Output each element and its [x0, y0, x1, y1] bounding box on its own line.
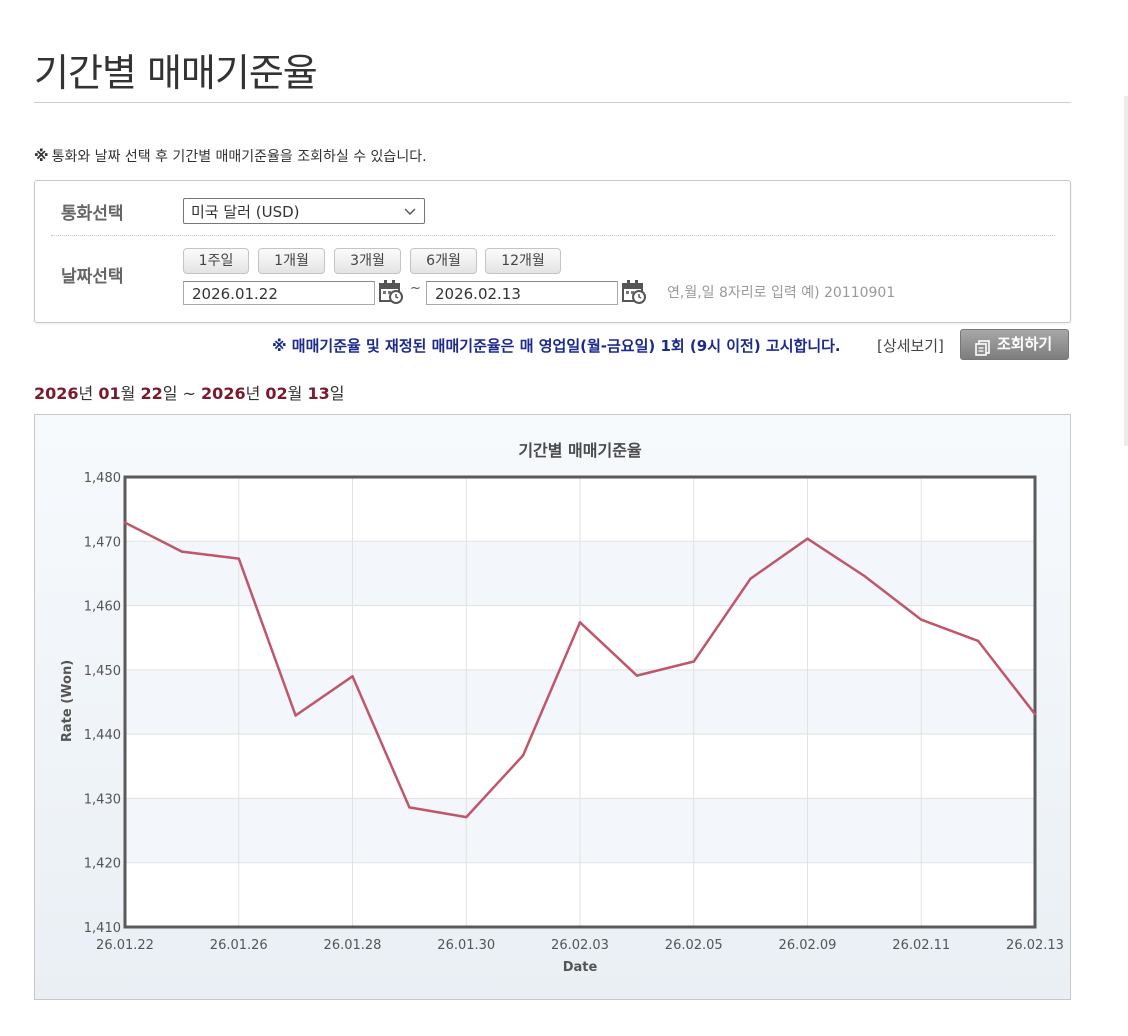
- range-month-unit-2: 월: [287, 384, 303, 403]
- data-point: [806, 537, 809, 540]
- document-icon: [975, 337, 991, 356]
- range-end-month: 02: [265, 384, 288, 403]
- range-start-year: 2026: [34, 384, 79, 403]
- x-tick-label: 26.02.05: [665, 938, 723, 953]
- range-start-month: 01: [98, 384, 121, 403]
- rate-chart: 기간별 매매기준율 Date Rate (Won) 1,410 1,420 1,43…: [60, 441, 1064, 975]
- period-6month-button[interactable]: 6개월: [410, 248, 477, 274]
- x-tick-label: 26.02.03: [551, 938, 609, 953]
- y-tick-label: 1,480: [84, 471, 121, 486]
- y-axis-label: Rate (Won): [60, 660, 75, 742]
- y-tick-label: 1,470: [84, 535, 121, 550]
- detail-link[interactable]: [상세보기]: [877, 337, 944, 355]
- date-format-hint: 연,월,일 8자리로 입력 예) 20110901: [667, 285, 896, 301]
- x-tick-label: 26.01.22: [96, 938, 154, 953]
- data-point: [237, 557, 240, 560]
- range-day-unit: 일: [162, 384, 178, 403]
- date-range-separator: ~: [410, 281, 421, 296]
- data-point: [749, 577, 752, 580]
- chevron-down-icon: [403, 199, 417, 235]
- data-point: [180, 550, 184, 553]
- data-point: [920, 618, 923, 621]
- data-point: [465, 815, 468, 819]
- y-tick-label: 1,430: [84, 792, 121, 807]
- start-calendar-icon[interactable]: [378, 279, 404, 305]
- page-title: 기간별 매매기준율: [34, 51, 318, 95]
- data-point: [976, 639, 980, 643]
- selected-period: 2026년 01월 22일 ~ 2026년 02월 13일: [34, 380, 345, 404]
- x-tick-label: 26.01.26: [210, 938, 268, 953]
- data-point: [863, 574, 866, 578]
- scrollbar[interactable]: [1124, 96, 1128, 446]
- end-calendar-icon[interactable]: [621, 279, 647, 305]
- currency-select-value: 미국 달러 (USD): [191, 203, 300, 221]
- range-year-unit-2: 년: [245, 384, 261, 403]
- currency-select[interactable]: 미국 달러 (USD): [183, 198, 425, 224]
- currency-label: 통화선택: [61, 204, 124, 224]
- range-year-unit: 년: [78, 384, 94, 403]
- x-axis-label: Date: [563, 960, 598, 975]
- query-button-label: 조회하기: [997, 335, 1053, 353]
- data-point: [521, 754, 525, 757]
- x-tick-label: 26.01.28: [324, 938, 382, 953]
- chart-panel: 기간별 매매기준율 Date Rate (Won) 1,410 1,420 1,43…: [34, 414, 1071, 1000]
- x-tick-label: 26.01.30: [437, 938, 495, 953]
- usage-notice: ※ 통화와 날짜 선택 후 기간별 매매기준율을 조회하실 수 있습니다.: [34, 146, 427, 166]
- data-point: [635, 674, 639, 677]
- date-label: 날짜선택: [61, 267, 124, 287]
- data-point: [408, 806, 411, 809]
- start-date-input[interactable]: 2026.01.22: [183, 281, 375, 305]
- period-1month-button[interactable]: 1개월: [258, 248, 325, 274]
- y-tick-label: 1,460: [84, 600, 121, 615]
- period-1week-button[interactable]: 1주일: [183, 248, 249, 274]
- data-point: [294, 714, 297, 717]
- x-tick-label: 26.02.13: [1006, 938, 1064, 953]
- end-date-input[interactable]: 2026.02.13: [426, 281, 618, 305]
- period-12month-button[interactable]: 12개월: [485, 248, 561, 274]
- query-button[interactable]: 조회하기: [960, 329, 1069, 360]
- data-point: [578, 621, 582, 624]
- range-end-day: 13: [307, 384, 330, 403]
- chart-title: 기간별 매매기준율: [518, 441, 642, 460]
- data-point: [692, 660, 695, 663]
- notice-text: 통화와 날짜 선택 후 기간별 매매기준율을 조회하실 수 있습니다.: [51, 149, 427, 165]
- y-tick-label: 1,440: [84, 728, 121, 743]
- search-panel: 통화선택 미국 달러 (USD) 날짜선택 1주일 1개월 3개월 6개월 12…: [34, 180, 1071, 323]
- plot-frame: [123, 475, 1037, 929]
- y-tick-label: 1,410: [84, 921, 121, 936]
- range-month-unit: 월: [120, 384, 136, 403]
- y-tick-label: 1,450: [84, 664, 121, 679]
- x-tick-label: 26.02.11: [892, 938, 950, 953]
- x-tick-label: 26.02.09: [779, 938, 837, 953]
- range-start-day: 22: [140, 384, 163, 403]
- announcement-text: ※ 매매기준율 및 재정된 매매기준율은 매 영업일(월-금요일) 1회 (9시…: [272, 337, 841, 355]
- range-separator: ~: [182, 384, 196, 403]
- y-tick-label: 1,420: [84, 857, 121, 872]
- data-point: [351, 675, 354, 678]
- data-point: [123, 521, 127, 524]
- notice-mark: ※: [34, 147, 49, 165]
- range-day-unit-2: 일: [329, 384, 345, 403]
- row-divider: [51, 235, 1055, 236]
- period-3month-button[interactable]: 3개월: [334, 248, 401, 274]
- range-end-year: 2026: [201, 384, 246, 403]
- title-divider: [34, 102, 1071, 103]
- data-point: [1033, 713, 1037, 716]
